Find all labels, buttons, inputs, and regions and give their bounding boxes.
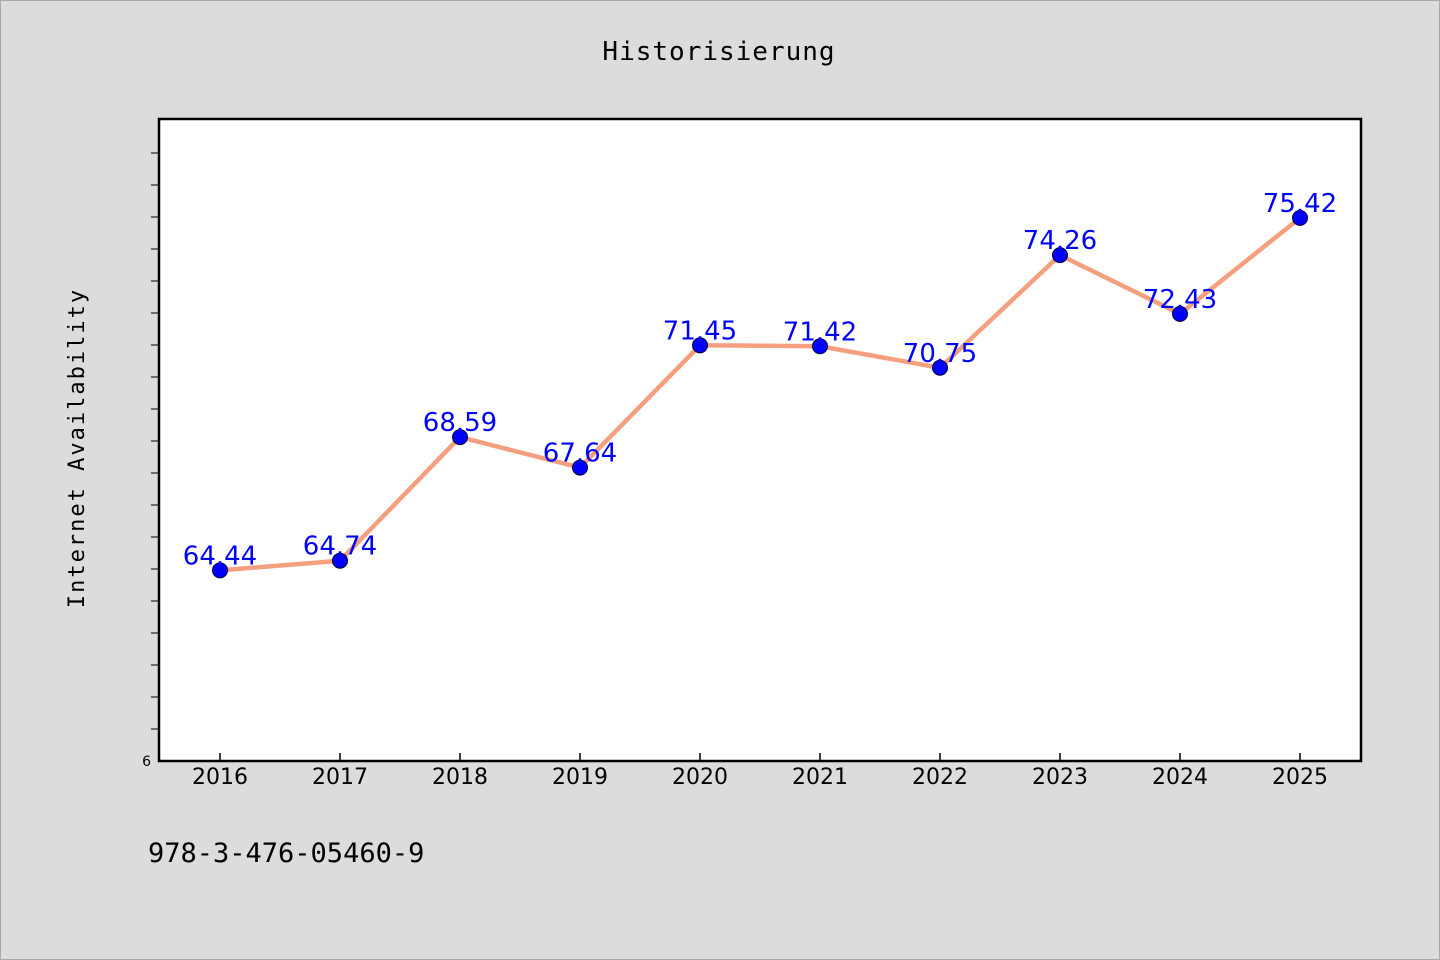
data-point [452, 429, 468, 446]
data-point [1052, 247, 1068, 264]
y-tick-label: 6 [142, 754, 151, 770]
x-tick-label: 2024 [1152, 765, 1208, 790]
data-point [212, 562, 228, 579]
x-tick-label: 2019 [552, 765, 608, 790]
x-axis-ticks: 2016 2017 2018 2019 2020 2021 2022 2023 2024 2025 [192, 753, 1328, 790]
x-tick-label: 2016 [192, 765, 248, 790]
data-label: 75.42 [1263, 189, 1337, 219]
x-tick-label: 2020 [672, 765, 728, 790]
data-point [1292, 209, 1308, 226]
data-labels-group: 64.44 64.74 68.59 67.64 71.45 71.42 70.75 74.26… [183, 189, 1337, 571]
data-point [932, 359, 948, 376]
y-axis-ticks: 6 [142, 152, 159, 770]
series-line [217, 215, 1303, 573]
chart-title: Historisierung [602, 37, 835, 67]
x-tick-label: 2021 [792, 765, 848, 790]
x-tick-label: 2025 [1272, 765, 1328, 790]
data-point [332, 552, 348, 569]
data-point [692, 337, 708, 354]
data-label: 64.74 [303, 532, 377, 562]
x-tick-label: 2017 [312, 765, 368, 790]
data-label: 74.26 [1023, 226, 1097, 256]
data-label: 72.43 [1143, 285, 1217, 315]
data-label: 64.44 [183, 541, 257, 571]
data-label: 67.64 [543, 439, 617, 469]
data-label: 71.42 [783, 317, 857, 347]
data-point [572, 459, 588, 476]
x-tick-label: 2022 [912, 765, 968, 790]
x-tick-label: 2018 [432, 765, 488, 790]
data-point [1172, 305, 1188, 322]
data-label: 68.59 [423, 408, 497, 438]
data-point [812, 338, 828, 355]
series-group [212, 209, 1308, 579]
plot-area [157, 117, 1363, 763]
footer-isbn: 978-3-476-05460-9 [148, 838, 424, 869]
y-axis-label: Internet Availability [65, 288, 90, 608]
x-tick-label: 2023 [1032, 765, 1088, 790]
data-label: 70.75 [903, 339, 977, 369]
data-label: 71.45 [663, 316, 737, 346]
